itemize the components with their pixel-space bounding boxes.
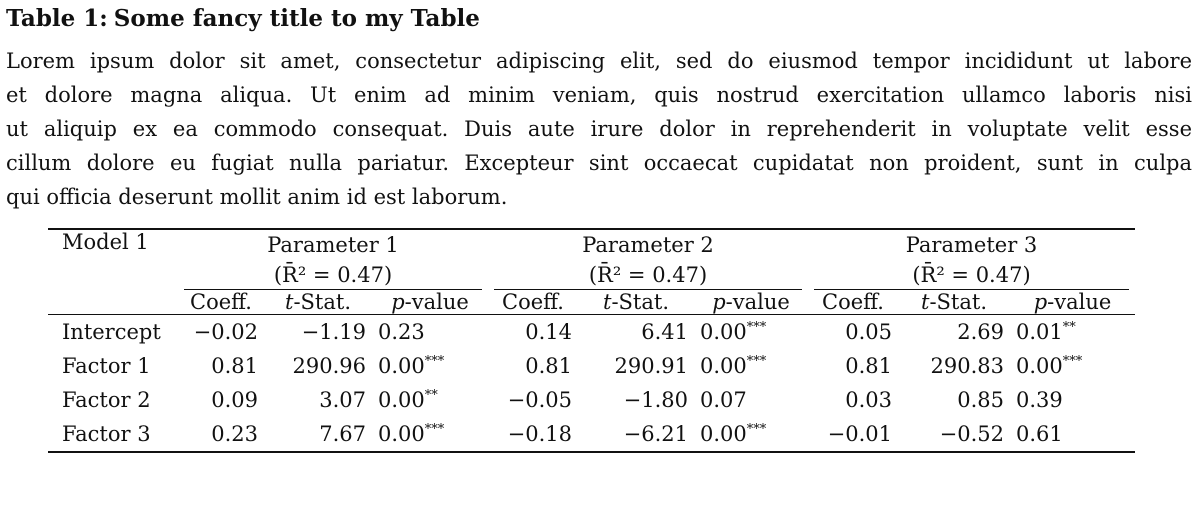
paragraph-line: ut aliquip ex ea commodo consequat. Duis… [6,117,1192,141]
cell-tstat: 0.85 [957,388,1004,412]
cell-tstat: −1.80 [623,388,688,412]
paragraph-line: et dolore magna aliqua. Ut enim ad minim… [6,83,1192,107]
cell-tstat: −6.21 [578,417,694,453]
caption-label: Table 1: [6,5,108,32]
col-header-coeff: Coeff. [178,290,264,315]
cell-coeff: 0.81 [525,354,572,378]
col-header-tstat: t-Stat. [898,290,1010,315]
col-header-tstat: t-Stat. [264,290,372,315]
model-label: Model 1 [62,230,149,254]
empty-cell [48,290,178,315]
col-header-tstat: t-Stat. [578,290,694,315]
cell-tstat: 6.41 [641,320,688,344]
table-body: Intercept −0.02 −1.19 0.23 0.14 6.41 0.00*** 0.… [48,315,1135,453]
col-header-pvalue: p-value [372,290,488,315]
cell-coeff: −0.01 [808,417,898,453]
significance-stars: *** [746,354,767,369]
cell-tstat: 290.91 [614,354,688,378]
row-label: Factor 2 [62,388,151,412]
cell-coeff: 0.23 [178,417,264,453]
table-row: Intercept −0.02 −1.19 0.23 0.14 6.41 0.00*** 0.… [48,315,1135,350]
cell-coeff: 0.05 [845,320,892,344]
cell-pvalue: 0.00*** [700,320,767,344]
table-caption: Table 1: Some fancy title to my Table [6,4,480,34]
cell-pvalue: 0.00*** [700,354,767,378]
row-label: Intercept [62,320,161,344]
column-header-row: Coeff. t-Stat. p-value Coeff. t-Stat. p-value… [48,290,1135,315]
group-header-3: Parameter 3 (R̄² = 0.47) [808,229,1135,290]
cell-coeff: 0.14 [525,320,572,344]
cell-tstat: 290.83 [930,354,1004,378]
cell-pvalue: 0.00*** [378,354,445,378]
cell-pvalue: 0.00*** [1016,354,1083,378]
row-label: Factor 1 [62,354,151,378]
cell-coeff: 0.81 [211,354,258,378]
cell-pvalue: 0.00*** [694,417,808,453]
significance-stars: *** [746,422,767,437]
cell-tstat: −0.52 [898,417,1010,453]
group-header-row: Model 1 Parameter 1 (R̄² = 0.47) Paramet… [48,229,1135,290]
cell-tstat: 3.07 [319,388,366,412]
cell-pvalue: 0.39 [1016,388,1063,412]
significance-stars: *** [746,320,767,335]
paragraph-line: Lorem ipsum dolor sit amet, consectetur … [6,49,1192,73]
caption-title: Some fancy title to my Table [113,5,480,32]
cell-pvalue: 0.00** [378,388,438,412]
cell-tstat: 7.67 [264,417,372,453]
significance-stars: ** [1062,320,1076,335]
table-row: Factor 1 0.81 290.96 0.00*** 0.81 290.91 0.00*… [48,349,1135,383]
table-row: Factor 3 0.23 7.67 0.00*** −0.18 −6.21 0.00***… [48,417,1135,453]
cell-pvalue: 0.00*** [372,417,488,453]
significance-stars: ** [424,388,438,403]
group-header-2: Parameter 2 (R̄² = 0.47) [488,229,808,290]
cell-tstat: 2.69 [957,320,1004,344]
significance-stars: *** [1062,354,1083,369]
cell-pvalue: 0.07 [700,388,747,412]
body-paragraph: Lorem ipsum dolor sit amet, consectetur … [6,44,1192,214]
paragraph-line: cillum dolore eu fugiat nulla pariatur. … [6,151,1192,175]
col-header-coeff: Coeff. [488,290,578,315]
cell-coeff: 0.09 [211,388,258,412]
col-header-pvalue: p-value [694,290,808,315]
col-header-pvalue: p-value [1010,290,1135,315]
cell-coeff: −0.05 [507,388,572,412]
paragraph-line: qui officia deserunt mollit anim id est … [6,185,508,209]
cell-coeff: 0.81 [845,354,892,378]
cell-coeff: 0.03 [845,388,892,412]
group-header-1: Parameter 1 (R̄² = 0.47) [178,229,488,290]
cell-tstat: 290.96 [292,354,366,378]
cell-pvalue: 0.01** [1016,320,1076,344]
cell-tstat: −1.19 [301,320,366,344]
significance-stars: *** [424,422,445,437]
cell-pvalue: 0.23 [378,320,425,344]
cell-pvalue: 0.61 [1010,417,1135,453]
table-row: Factor 2 0.09 3.07 0.00** −0.05 −1.80 0.07 0.03… [48,383,1135,417]
cell-coeff: −0.18 [488,417,578,453]
results-table: Model 1 Parameter 1 (R̄² = 0.47) Paramet… [48,228,1135,453]
col-header-coeff: Coeff. [808,290,898,315]
significance-stars: *** [424,354,445,369]
row-label: Factor 3 [48,417,178,453]
cell-coeff: −0.02 [193,320,258,344]
